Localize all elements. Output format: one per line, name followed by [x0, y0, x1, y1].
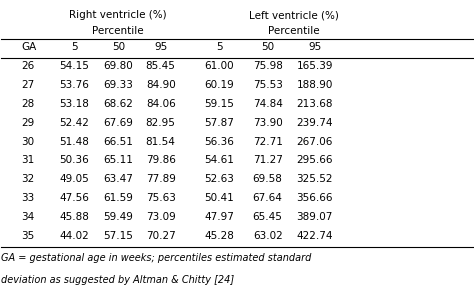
Text: 51.48: 51.48	[60, 137, 90, 146]
Text: 52.63: 52.63	[204, 174, 234, 184]
Text: 67.64: 67.64	[253, 193, 283, 203]
Text: 50: 50	[112, 42, 125, 52]
Text: 47.97: 47.97	[204, 212, 234, 222]
Text: 27: 27	[21, 80, 35, 90]
Text: 49.05: 49.05	[60, 174, 89, 184]
Text: 79.86: 79.86	[146, 156, 175, 165]
Text: 356.66: 356.66	[297, 193, 333, 203]
Text: 45.88: 45.88	[60, 212, 90, 222]
Text: 85.45: 85.45	[146, 61, 175, 71]
Text: deviation as suggested by Altman & Chitty [24]: deviation as suggested by Altman & Chitt…	[1, 275, 235, 285]
Text: 95: 95	[308, 42, 321, 52]
Text: 73.09: 73.09	[146, 212, 175, 222]
Text: 59.15: 59.15	[204, 99, 234, 109]
Text: Right ventricle (%): Right ventricle (%)	[69, 10, 166, 20]
Text: 422.74: 422.74	[297, 231, 333, 241]
Text: 188.90: 188.90	[297, 80, 333, 90]
Text: 35: 35	[21, 231, 35, 241]
Text: 66.51: 66.51	[103, 137, 133, 146]
Text: GA: GA	[21, 42, 36, 52]
Text: 5: 5	[71, 42, 78, 52]
Text: 69.58: 69.58	[253, 174, 283, 184]
Text: 75.98: 75.98	[253, 61, 283, 71]
Text: 26: 26	[21, 61, 35, 71]
Text: 57.87: 57.87	[204, 118, 234, 128]
Text: 53.18: 53.18	[60, 99, 90, 109]
Text: 65.45: 65.45	[253, 212, 283, 222]
Text: 72.71: 72.71	[253, 137, 283, 146]
Text: 57.15: 57.15	[103, 231, 133, 241]
Text: 50: 50	[261, 42, 274, 52]
Text: Left ventricle (%): Left ventricle (%)	[248, 10, 338, 20]
Text: 82.95: 82.95	[146, 118, 175, 128]
Text: 30: 30	[21, 137, 34, 146]
Text: 239.74: 239.74	[297, 118, 333, 128]
Text: 389.07: 389.07	[297, 212, 333, 222]
Text: 75.63: 75.63	[146, 193, 175, 203]
Text: 56.36: 56.36	[204, 137, 234, 146]
Text: 73.90: 73.90	[253, 118, 283, 128]
Text: Percentile: Percentile	[268, 26, 319, 36]
Text: 32: 32	[21, 174, 35, 184]
Text: 325.52: 325.52	[297, 174, 333, 184]
Text: 81.54: 81.54	[146, 137, 175, 146]
Text: 52.42: 52.42	[60, 118, 90, 128]
Text: 60.19: 60.19	[204, 80, 234, 90]
Text: 53.76: 53.76	[60, 80, 90, 90]
Text: 295.66: 295.66	[297, 156, 333, 165]
Text: 34: 34	[21, 212, 35, 222]
Text: 47.56: 47.56	[60, 193, 90, 203]
Text: 54.15: 54.15	[60, 61, 90, 71]
Text: 54.61: 54.61	[204, 156, 234, 165]
Text: 61.59: 61.59	[103, 193, 133, 203]
Text: 84.06: 84.06	[146, 99, 175, 109]
Text: 67.69: 67.69	[103, 118, 133, 128]
Text: 59.49: 59.49	[103, 212, 133, 222]
Text: 50.36: 50.36	[60, 156, 89, 165]
Text: 63.47: 63.47	[103, 174, 133, 184]
Text: 95: 95	[154, 42, 167, 52]
Text: 44.02: 44.02	[60, 231, 89, 241]
Text: 70.27: 70.27	[146, 231, 175, 241]
Text: 63.02: 63.02	[253, 231, 283, 241]
Text: GA = gestational age in weeks; percentiles estimated standard: GA = gestational age in weeks; percentil…	[1, 253, 312, 263]
Text: 50.41: 50.41	[204, 193, 234, 203]
Text: 33: 33	[21, 193, 35, 203]
Text: Percentile: Percentile	[92, 26, 144, 36]
Text: 5: 5	[216, 42, 222, 52]
Text: 74.84: 74.84	[253, 99, 283, 109]
Text: 213.68: 213.68	[297, 99, 333, 109]
Text: 65.11: 65.11	[103, 156, 133, 165]
Text: 267.06: 267.06	[297, 137, 333, 146]
Text: 69.80: 69.80	[103, 61, 133, 71]
Text: 61.00: 61.00	[204, 61, 234, 71]
Text: 28: 28	[21, 99, 35, 109]
Text: 75.53: 75.53	[253, 80, 283, 90]
Text: 68.62: 68.62	[103, 99, 133, 109]
Text: 84.90: 84.90	[146, 80, 175, 90]
Text: 71.27: 71.27	[253, 156, 283, 165]
Text: 29: 29	[21, 118, 35, 128]
Text: 165.39: 165.39	[297, 61, 333, 71]
Text: 69.33: 69.33	[103, 80, 133, 90]
Text: 77.89: 77.89	[146, 174, 175, 184]
Text: 45.28: 45.28	[204, 231, 234, 241]
Text: 31: 31	[21, 156, 35, 165]
